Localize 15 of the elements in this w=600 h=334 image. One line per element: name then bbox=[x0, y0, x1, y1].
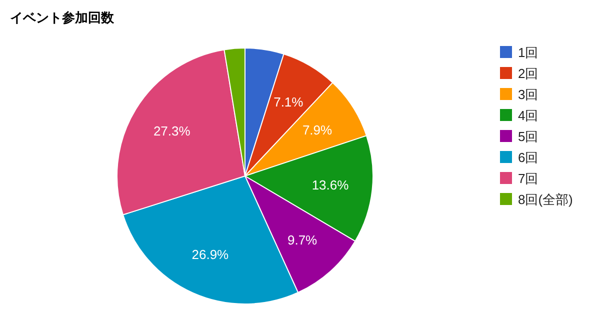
legend-label: 3回 bbox=[518, 87, 538, 102]
data-label: 9.7% bbox=[288, 232, 318, 248]
data-label: 7.1% bbox=[274, 94, 304, 110]
legend-label: 1回 bbox=[518, 45, 538, 60]
legend-label: 6回 bbox=[518, 150, 538, 165]
data-label: 13.6% bbox=[312, 178, 350, 193]
legend-label: 5回 bbox=[518, 129, 538, 144]
chart-title: イベント参加回数 bbox=[10, 10, 115, 25]
legend-label: 2回 bbox=[518, 66, 538, 81]
data-label: 7.9% bbox=[302, 122, 333, 138]
legend-label: 4回 bbox=[518, 108, 538, 123]
data-label: 26.9% bbox=[192, 246, 230, 262]
data-label: 27.3% bbox=[153, 124, 191, 139]
legend-label: 7回 bbox=[518, 171, 538, 186]
legend-label: 8回(全部) bbox=[518, 192, 573, 207]
